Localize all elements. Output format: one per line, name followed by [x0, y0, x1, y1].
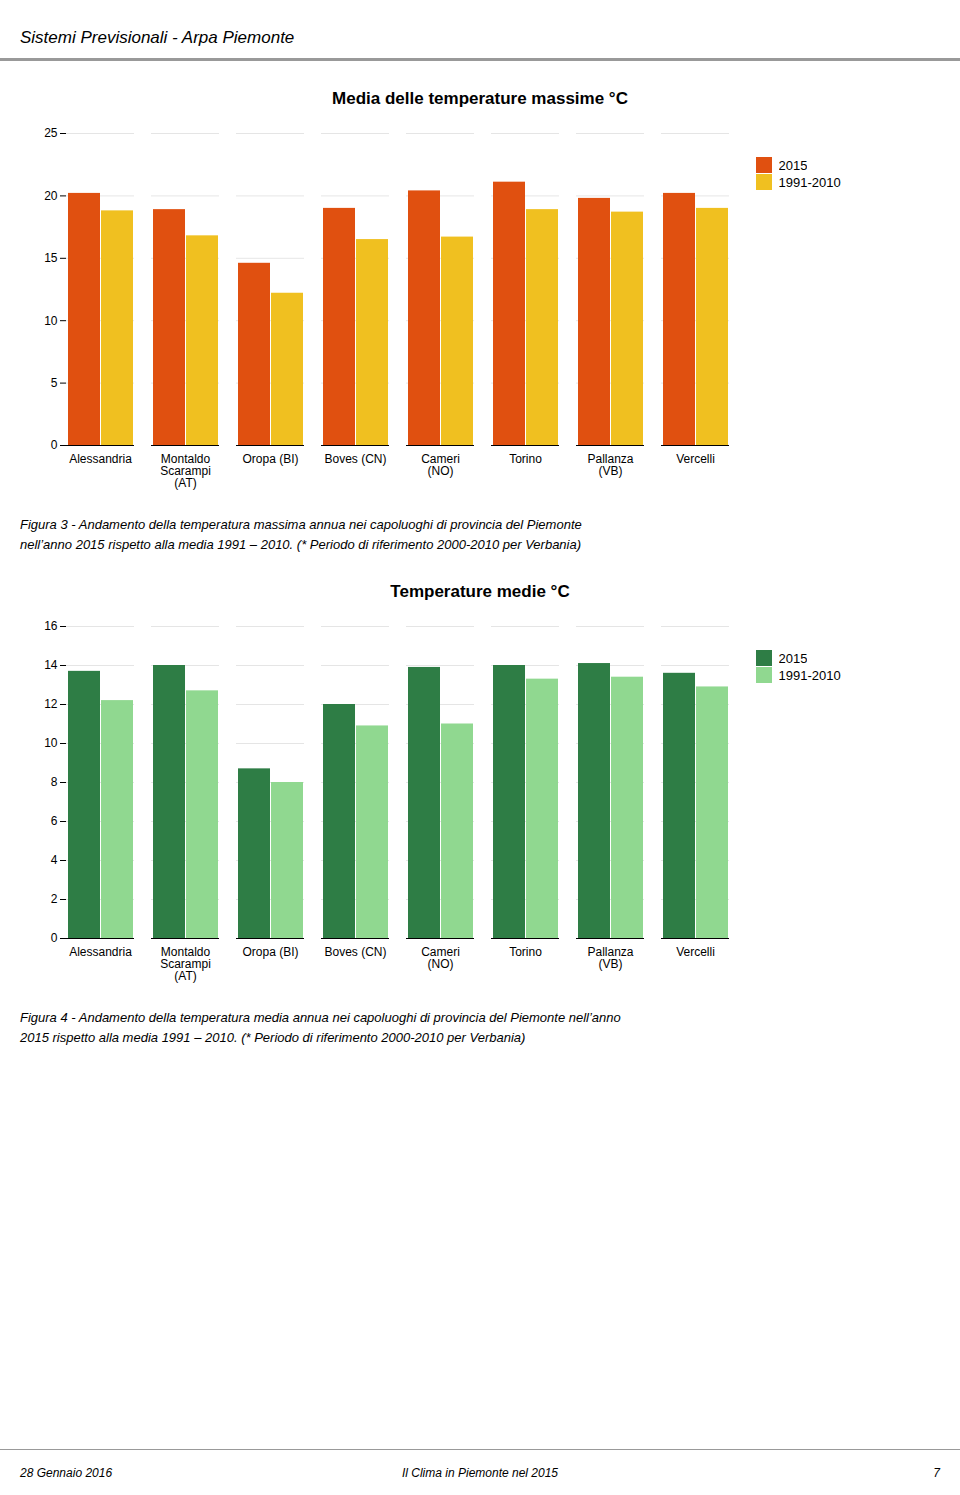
- svg-text:Torino: Torino: [509, 945, 542, 959]
- svg-text:Pallanza(VB): Pallanza(VB): [587, 945, 633, 971]
- svg-text:25: 25: [44, 126, 58, 140]
- svg-text:14: 14: [44, 658, 58, 672]
- svg-text:Boves (CN): Boves (CN): [324, 945, 386, 959]
- svg-text:Pallanza(VB): Pallanza(VB): [587, 452, 633, 478]
- html-text:2015: 2015: [778, 650, 808, 666]
- svg-text:Vercelli: Vercelli: [676, 945, 715, 959]
- svg-text:Cameri(NO): Cameri(NO): [421, 452, 460, 478]
- html-text:Sistemi Previsionali - Arpa Pi: Sistemi Previsionali - Arpa Piemonte: [20, 28, 295, 47]
- svg-text:MontaldoScarampi(AT): MontaldoScarampi(AT): [160, 452, 211, 490]
- svg-text:Cameri(NO): Cameri(NO): [421, 945, 460, 971]
- svg-text:12: 12: [44, 697, 58, 711]
- svg-text:Oropa (BI): Oropa (BI): [242, 945, 298, 959]
- svg-text:0: 0: [51, 438, 58, 452]
- svg-text:4: 4: [51, 853, 58, 867]
- svg-text:Oropa (BI): Oropa (BI): [242, 452, 298, 466]
- html-text:2015 rispetto alla media 1991: 2015 rispetto alla media 1991 – 2010. (*…: [20, 1029, 526, 1045]
- svg-text:16: 16: [44, 619, 58, 633]
- svg-text:Vercelli: Vercelli: [676, 452, 715, 466]
- html-text:1991-2010: 1991-2010: [778, 174, 841, 190]
- svg-text:20: 20: [44, 189, 58, 203]
- html-text:Figura 3 - Andamento della tem: Figura 3 - Andamento della temperatura m…: [20, 517, 582, 532]
- svg-text:Alessandria: Alessandria: [69, 945, 132, 959]
- html-text:Temperature medie °C: Temperature medie °C: [390, 582, 570, 601]
- html-text:Figura 4 - Andamento della tem: Figura 4 - Andamento della temperatura m…: [20, 1010, 621, 1025]
- html-text:28 Gennaio 2016: 28 Gennaio 2016: [20, 1465, 113, 1480]
- svg-text:Boves (CN): Boves (CN): [324, 452, 386, 466]
- html-text:nell’anno 2015 rispetto alla m: nell’anno 2015 rispetto alla media 1991 …: [20, 536, 582, 552]
- svg-text:6: 6: [51, 814, 58, 828]
- svg-text:0: 0: [51, 931, 58, 945]
- svg-text:5: 5: [51, 376, 58, 390]
- svg-text:2: 2: [51, 892, 58, 906]
- html-text:2015: 2015: [778, 157, 808, 173]
- html-text:Il Clima in Piemonte nel 2015: Il Clima in Piemonte nel 2015: [402, 1465, 558, 1480]
- svg-text:8: 8: [51, 775, 58, 789]
- svg-text:10: 10: [44, 314, 58, 328]
- svg-text:15: 15: [44, 251, 58, 265]
- svg-text:Alessandria: Alessandria: [69, 452, 132, 466]
- svg-text:Torino: Torino: [509, 452, 542, 466]
- html-text:Media delle temperature massim: Media delle temperature massime °C: [332, 89, 628, 108]
- svg-text:MontaldoScarampi(AT): MontaldoScarampi(AT): [160, 945, 211, 983]
- svg-text:10: 10: [44, 736, 58, 750]
- html-text:7: 7: [933, 1465, 940, 1480]
- html-text:1991-2010: 1991-2010: [778, 667, 841, 683]
